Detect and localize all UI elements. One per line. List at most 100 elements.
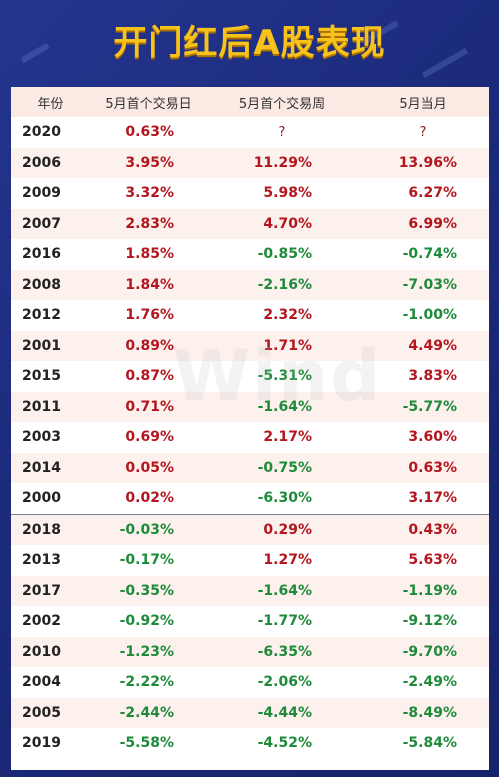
month-cell: -8.49% <box>357 697 489 728</box>
performance-table-container: Wind 年份 5月首个交易日 5月首个交易周 5月当月 2020 0.63%??… <box>11 87 489 770</box>
month-cell: -2.49% <box>357 667 489 698</box>
first-week-cell: 2.32% <box>207 300 357 331</box>
year-cell: 2019 <box>11 728 90 759</box>
month-cell: -1.19% <box>357 575 489 606</box>
first-day-cell: 0.05% <box>90 452 207 483</box>
first-day-cell: 0.69% <box>90 422 207 453</box>
month-cell: 6.99% <box>357 208 489 239</box>
table-row: 2019 -5.58% -4.52% -5.84% <box>11 728 489 759</box>
year-cell: 2016 <box>11 239 90 270</box>
first-day-cell: -0.03% <box>90 513 207 545</box>
year-cell: 2006 <box>11 147 90 178</box>
first-day-cell: -1.23% <box>90 636 207 667</box>
table-row: 2005 -2.44% -4.44% -8.49% <box>11 697 489 728</box>
first-day-cell: -2.44% <box>90 697 207 728</box>
year-cell: 2018 <box>11 513 90 545</box>
month-cell: 0.43% <box>357 513 489 545</box>
first-week-cell: -2.06% <box>207 667 357 698</box>
first-day-cell: 2.83% <box>90 208 207 239</box>
first-week-cell: 5.98% <box>207 178 357 209</box>
first-day-cell: -2.22% <box>90 667 207 698</box>
month-cell: ? <box>357 117 489 148</box>
month-cell: -9.70% <box>357 636 489 667</box>
month-cell: 3.17% <box>357 483 489 514</box>
table-row: 2016 1.85% -0.85% -0.74% <box>11 239 489 270</box>
month-cell: 4.49% <box>357 330 489 361</box>
first-week-cell: 4.70% <box>207 208 357 239</box>
first-week-cell: -4.44% <box>207 697 357 728</box>
first-week-cell: 11.29% <box>207 147 357 178</box>
year-cell: 2012 <box>11 300 90 331</box>
year-cell: 2020 <box>11 117 90 148</box>
table-row: 2002 -0.92% -1.77% -9.12% <box>11 606 489 637</box>
year-cell: 2002 <box>11 606 90 637</box>
year-cell: 2013 <box>11 545 90 576</box>
month-cell: -5.77% <box>357 391 489 422</box>
first-day-cell: 3.95% <box>90 147 207 178</box>
first-day-cell: 0.63% <box>90 117 207 148</box>
first-day-cell: 1.85% <box>90 239 207 270</box>
table-row: 2013 -0.17% 1.27% 5.63% <box>11 545 489 576</box>
first-week-cell: 2.17% <box>207 422 357 453</box>
first-day-cell: 3.32% <box>90 178 207 209</box>
watermark-text: Wind <box>173 335 383 417</box>
table-row: 2014 0.05% -0.75% 0.63% <box>11 452 489 483</box>
month-cell: -9.12% <box>357 606 489 637</box>
table-row: 2018 -0.03% 0.29% 0.43% <box>11 513 489 545</box>
month-cell: 5.63% <box>357 545 489 576</box>
table-header-row: 年份 5月首个交易日 5月首个交易周 5月当月 <box>11 87 489 117</box>
year-cell: 2005 <box>11 697 90 728</box>
month-cell: 6.27% <box>357 178 489 209</box>
month-cell: 3.60% <box>357 422 489 453</box>
table-row: 2004 -2.22% -2.06% -2.49% <box>11 667 489 698</box>
header-year: 年份 <box>11 87 90 117</box>
month-cell: 3.83% <box>357 361 489 392</box>
table-row: 2011 0.71% -1.64% -5.77% <box>11 391 489 422</box>
table-row: 2001 0.89% 1.71% 4.49% <box>11 330 489 361</box>
first-day-cell: 1.76% <box>90 300 207 331</box>
year-cell: 2014 <box>11 452 90 483</box>
first-week-cell: -1.64% <box>207 575 357 606</box>
first-week-cell: -1.64% <box>207 391 357 422</box>
table-row: 2009 3.32% 5.98% 6.27% <box>11 178 489 209</box>
year-cell: 2015 <box>11 361 90 392</box>
first-day-cell: 0.02% <box>90 483 207 514</box>
year-cell: 2001 <box>11 330 90 361</box>
first-day-cell: -0.35% <box>90 575 207 606</box>
header-first-trading-week: 5月首个交易周 <box>207 87 357 117</box>
year-cell: 2011 <box>11 391 90 422</box>
table-row: 2010 -1.23% -6.35% -9.70% <box>11 636 489 667</box>
header-month: 5月当月 <box>357 87 489 117</box>
table-row: 2000 0.02% -6.30% 3.17% <box>11 483 489 514</box>
first-week-cell: -0.85% <box>207 239 357 270</box>
year-cell: 2007 <box>11 208 90 239</box>
header-first-trading-day: 5月首个交易日 <box>90 87 207 117</box>
first-week-cell: 0.29% <box>207 513 357 545</box>
first-day-cell: 0.71% <box>90 391 207 422</box>
first-day-cell: 0.87% <box>90 361 207 392</box>
table-body: 2020 0.63%?? 2006 3.95% 11.29% 13.96% 2009 3.32… <box>11 117 489 759</box>
year-cell: 2009 <box>11 178 90 209</box>
first-week-cell: -6.35% <box>207 636 357 667</box>
month-cell: -1.00% <box>357 300 489 331</box>
first-day-cell: -0.92% <box>90 606 207 637</box>
month-cell: 0.63% <box>357 452 489 483</box>
year-cell: 2008 <box>11 269 90 300</box>
first-week-cell: -0.75% <box>207 452 357 483</box>
first-week-cell: -6.30% <box>207 483 357 514</box>
month-cell: 13.96% <box>357 147 489 178</box>
table-row: 2017 -0.35% -1.64% -1.19% <box>11 575 489 606</box>
year-cell: 2017 <box>11 575 90 606</box>
year-cell: 2003 <box>11 422 90 453</box>
table-row: 2007 2.83% 4.70% 6.99% <box>11 208 489 239</box>
first-week-cell: 1.27% <box>207 545 357 576</box>
year-cell: 2000 <box>11 483 90 514</box>
first-week-cell: -2.16% <box>207 269 357 300</box>
page-title: 开门红后A股表现 <box>113 23 386 63</box>
month-cell: -0.74% <box>357 239 489 270</box>
year-cell: 2004 <box>11 667 90 698</box>
first-week-cell: ? <box>207 117 357 148</box>
table-row: 2003 0.69% 2.17% 3.60% <box>11 422 489 453</box>
first-day-cell: -5.58% <box>90 728 207 759</box>
